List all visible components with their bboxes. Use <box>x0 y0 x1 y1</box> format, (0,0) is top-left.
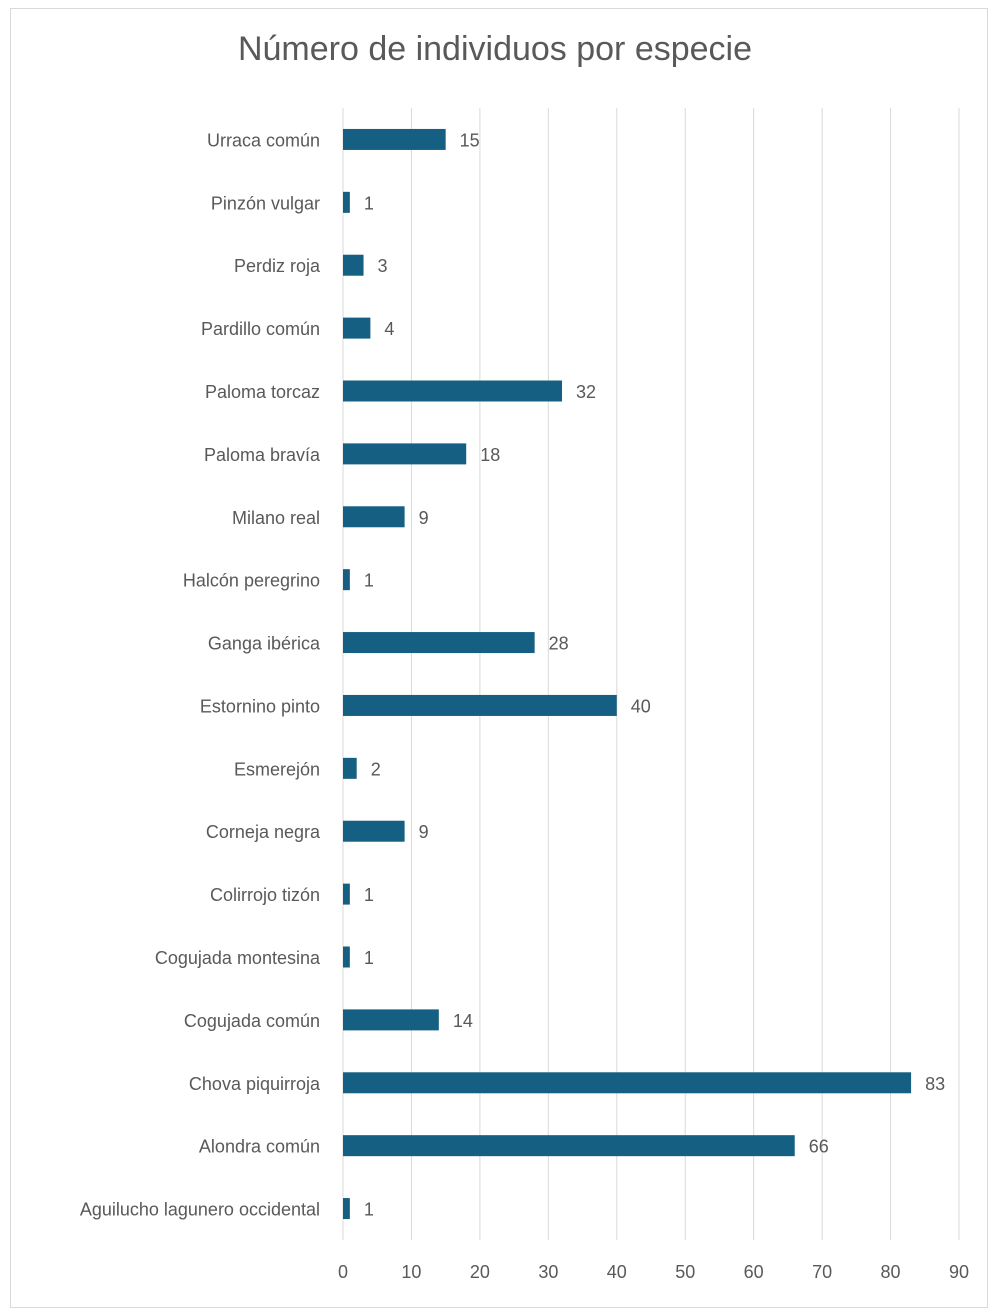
category-label: Pinzón vulgar <box>211 193 320 213</box>
data-label: 14 <box>453 1011 473 1031</box>
chart-title: Número de individuos por especie <box>237 30 753 68</box>
bar <box>343 254 364 276</box>
x-tick-label: 60 <box>744 1262 764 1282</box>
category-label: Estornino pinto <box>200 696 320 716</box>
data-label: 1 <box>364 1200 374 1220</box>
x-tick-label: 50 <box>675 1262 695 1282</box>
data-label: 15 <box>460 130 480 150</box>
bar <box>343 694 617 716</box>
x-tick-label: 90 <box>949 1262 969 1282</box>
category-axis: Urraca común Pinzón vulgar Perdiz roja Pard… <box>80 130 321 1219</box>
bar <box>343 317 371 339</box>
x-tick-label: 80 <box>881 1262 901 1282</box>
category-label: Colirrojo tizón <box>210 885 320 905</box>
category-label: Halcón peregrino <box>183 571 320 591</box>
x-tick-label: 40 <box>607 1262 627 1282</box>
data-label: 1 <box>364 193 374 213</box>
value-axis: 0 10 20 30 40 50 60 70 80 90 <box>338 1262 969 1282</box>
category-label: Paloma bravía <box>204 445 321 465</box>
bar <box>343 757 357 779</box>
category-label: Alondra común <box>199 1137 320 1157</box>
category-label: Cogujada común <box>184 1011 320 1031</box>
bar <box>343 820 405 842</box>
data-label: 66 <box>809 1137 829 1157</box>
bar <box>343 569 350 591</box>
x-tick-label: 0 <box>338 1262 348 1282</box>
category-label: Cogujada montesina <box>155 948 321 968</box>
gridlines <box>342 108 960 1240</box>
data-label: 9 <box>419 508 429 528</box>
category-label: Pardillo común <box>201 319 320 339</box>
x-tick-label: 30 <box>538 1262 558 1282</box>
category-label: Perdiz roja <box>234 256 321 276</box>
data-label: 18 <box>480 445 500 465</box>
bar <box>343 443 467 465</box>
x-tick-label: 10 <box>401 1262 421 1282</box>
category-label: Paloma torcaz <box>205 382 320 402</box>
data-labels: 15 1 3 4 32 18 9 1 28 40 2 9 1 1 14 83 66 1 <box>364 130 945 1219</box>
bar <box>343 191 350 213</box>
data-label: 32 <box>576 382 596 402</box>
bar <box>343 380 563 402</box>
data-label: 9 <box>419 822 429 842</box>
bar <box>343 128 446 150</box>
category-label: Aguilucho lagunero occidental <box>80 1200 320 1220</box>
bars <box>343 128 912 1220</box>
category-label: Urraca común <box>207 130 320 150</box>
data-label: 2 <box>371 759 381 779</box>
category-label: Corneja negra <box>206 822 321 842</box>
category-label: Chova piquirroja <box>189 1074 321 1094</box>
x-tick-label: 70 <box>812 1262 832 1282</box>
data-label: 3 <box>378 256 388 276</box>
data-label: 1 <box>364 885 374 905</box>
category-label: Esmerejón <box>234 759 320 779</box>
bar <box>343 946 350 968</box>
x-tick-label: 20 <box>470 1262 490 1282</box>
bar <box>343 1198 350 1220</box>
bar <box>343 883 350 905</box>
data-label: 40 <box>631 696 651 716</box>
bar <box>343 1009 439 1031</box>
data-label: 1 <box>364 571 374 591</box>
data-label: 28 <box>549 634 569 654</box>
category-label: Ganga ibérica <box>208 634 321 654</box>
category-label: Milano real <box>232 508 320 528</box>
bar <box>343 1135 795 1157</box>
data-label: 1 <box>364 948 374 968</box>
data-label: 4 <box>384 319 394 339</box>
bar <box>343 506 405 528</box>
bar <box>343 632 535 654</box>
data-label: 83 <box>925 1074 945 1094</box>
bar <box>343 1072 912 1094</box>
